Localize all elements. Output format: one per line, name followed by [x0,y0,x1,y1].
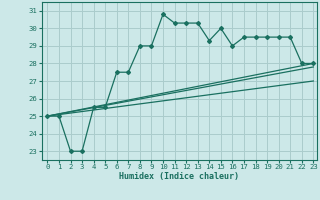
X-axis label: Humidex (Indice chaleur): Humidex (Indice chaleur) [119,172,239,181]
